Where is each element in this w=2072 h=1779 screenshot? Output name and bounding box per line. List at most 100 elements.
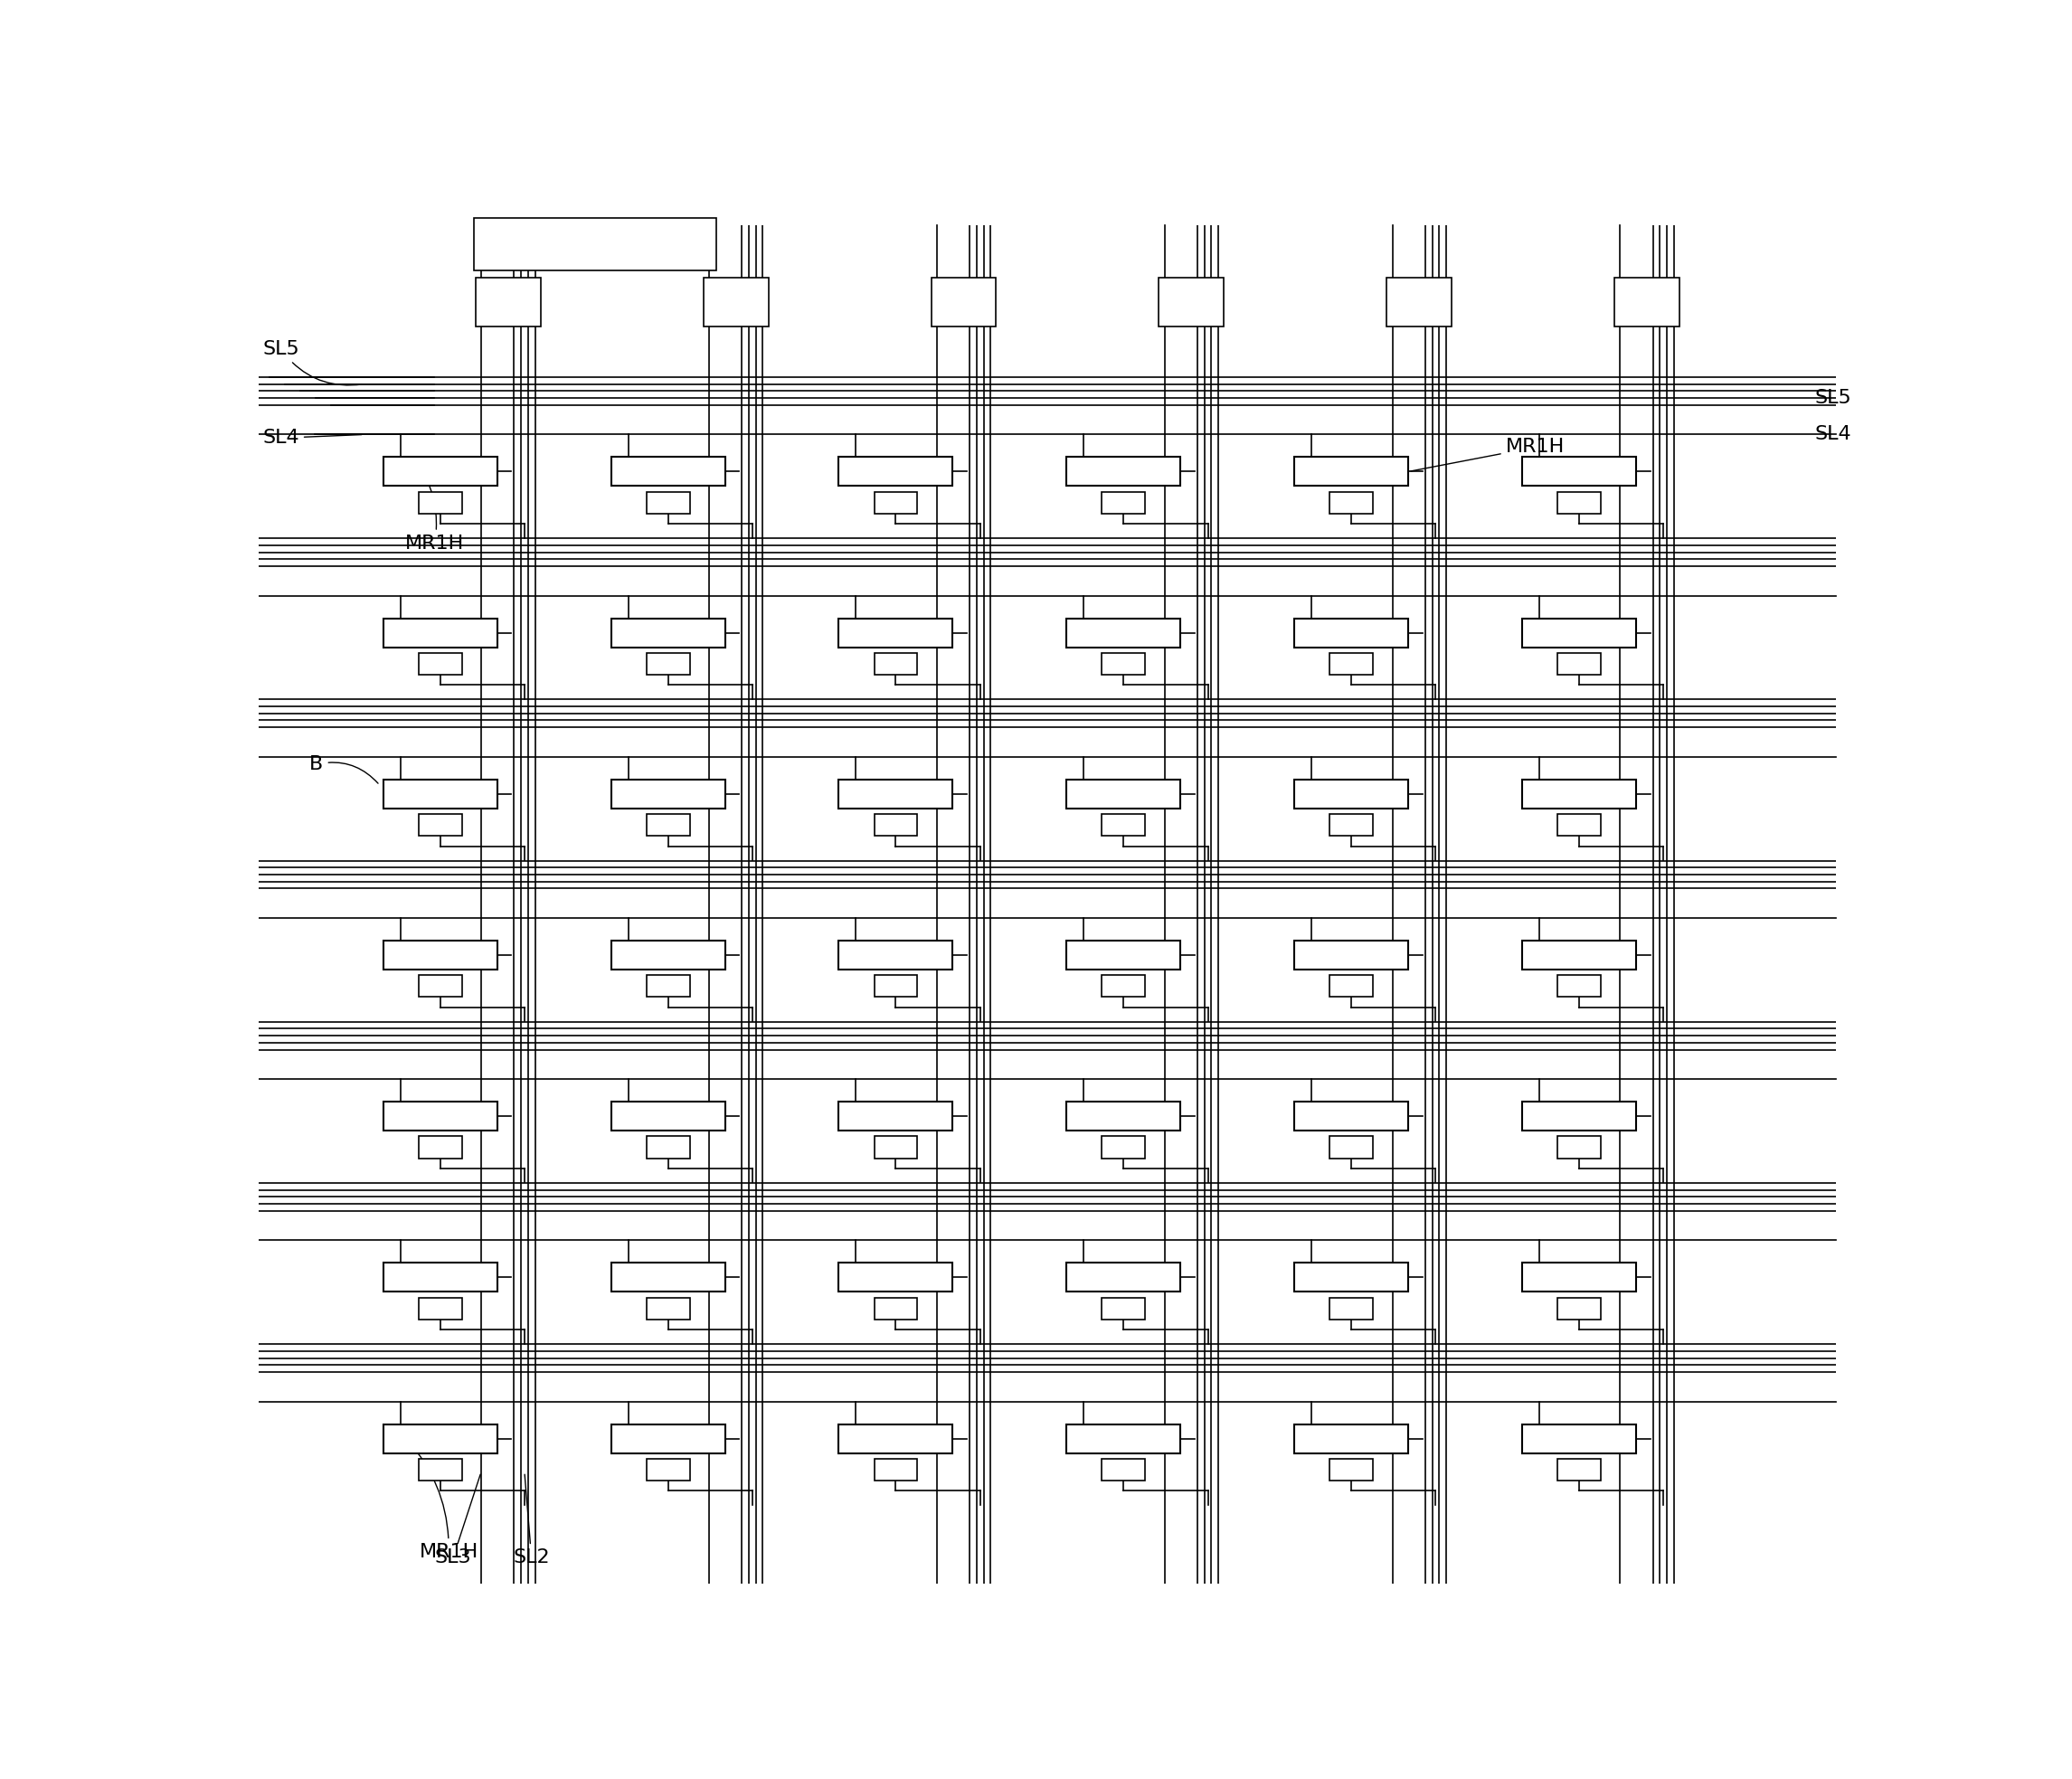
Bar (1523, 941, 1637, 970)
Bar (646, 815, 690, 836)
Text: MR1H: MR1H (408, 1441, 479, 1562)
Bar (646, 975, 690, 996)
Bar (419, 1137, 462, 1158)
Bar (1558, 815, 1602, 836)
Bar (1523, 779, 1637, 808)
Bar (611, 1263, 725, 1292)
Bar (1295, 1263, 1409, 1292)
Bar (646, 1137, 690, 1158)
Bar (1295, 619, 1409, 648)
Bar (1523, 1425, 1637, 1453)
Bar (1330, 1297, 1374, 1320)
Bar (419, 1297, 462, 1320)
Bar (477, 278, 541, 326)
Bar (1067, 779, 1181, 808)
Text: B: B (309, 756, 377, 783)
Bar (1330, 1459, 1374, 1480)
Bar (474, 219, 717, 270)
Bar (839, 941, 953, 970)
Bar (1067, 1101, 1181, 1131)
Bar (383, 941, 497, 970)
Text: SL3: SL3 (435, 1475, 481, 1567)
Bar (1523, 1101, 1637, 1131)
Bar (839, 619, 953, 648)
Bar (1558, 1137, 1602, 1158)
Bar (874, 491, 918, 514)
Bar (1295, 1425, 1409, 1453)
Bar (1330, 815, 1374, 836)
Bar (1330, 491, 1374, 514)
Bar (1102, 1137, 1146, 1158)
Bar (383, 1425, 497, 1453)
Bar (1523, 619, 1637, 648)
Bar (1102, 815, 1146, 836)
Bar (874, 1137, 918, 1158)
Bar (874, 1459, 918, 1480)
Text: SL5: SL5 (263, 340, 363, 386)
Text: MR1H: MR1H (406, 464, 464, 551)
Bar (1558, 491, 1602, 514)
Bar (1102, 1297, 1146, 1320)
Bar (1102, 975, 1146, 996)
Bar (646, 1297, 690, 1320)
Text: SL2: SL2 (514, 1475, 549, 1567)
Bar (1386, 278, 1452, 326)
Bar (1067, 1263, 1181, 1292)
Bar (1330, 1137, 1374, 1158)
Bar (1067, 1425, 1181, 1453)
Text: MR1H: MR1H (1411, 438, 1564, 471)
Bar (1295, 1101, 1409, 1131)
Bar (611, 1425, 725, 1453)
Bar (1158, 278, 1225, 326)
Bar (1330, 653, 1374, 674)
Bar (611, 1101, 725, 1131)
Bar (646, 1459, 690, 1480)
Bar (1102, 491, 1146, 514)
Bar (419, 653, 462, 674)
Bar (1614, 278, 1680, 326)
Bar (1558, 1297, 1602, 1320)
Bar (419, 815, 462, 836)
Bar (874, 653, 918, 674)
Bar (839, 779, 953, 808)
Bar (1558, 975, 1602, 996)
Bar (1558, 653, 1602, 674)
Bar (383, 619, 497, 648)
Bar (1102, 1459, 1146, 1480)
Bar (611, 779, 725, 808)
Bar (1067, 457, 1181, 486)
Bar (383, 1263, 497, 1292)
Bar (419, 491, 462, 514)
Bar (1102, 653, 1146, 674)
Text: SL5: SL5 (1815, 390, 1852, 407)
Text: SL4: SL4 (1815, 425, 1852, 443)
Bar (419, 1459, 462, 1480)
Bar (419, 975, 462, 996)
Bar (1523, 457, 1637, 486)
Bar (1295, 779, 1409, 808)
Bar (383, 1101, 497, 1131)
Bar (1330, 975, 1374, 996)
Bar (1067, 941, 1181, 970)
Text: SL4: SL4 (263, 429, 363, 447)
Bar (874, 975, 918, 996)
Bar (874, 815, 918, 836)
Bar (839, 1263, 953, 1292)
Bar (1558, 1459, 1602, 1480)
Bar (646, 491, 690, 514)
Bar (839, 1425, 953, 1453)
Bar (839, 1101, 953, 1131)
Bar (383, 457, 497, 486)
Bar (874, 1297, 918, 1320)
Bar (611, 619, 725, 648)
Bar (839, 457, 953, 486)
Bar (611, 941, 725, 970)
Bar (1067, 619, 1181, 648)
Bar (1523, 1263, 1637, 1292)
Bar (611, 457, 725, 486)
Bar (930, 278, 997, 326)
Bar (702, 278, 769, 326)
Bar (1295, 941, 1409, 970)
Bar (1295, 457, 1409, 486)
Bar (383, 779, 497, 808)
